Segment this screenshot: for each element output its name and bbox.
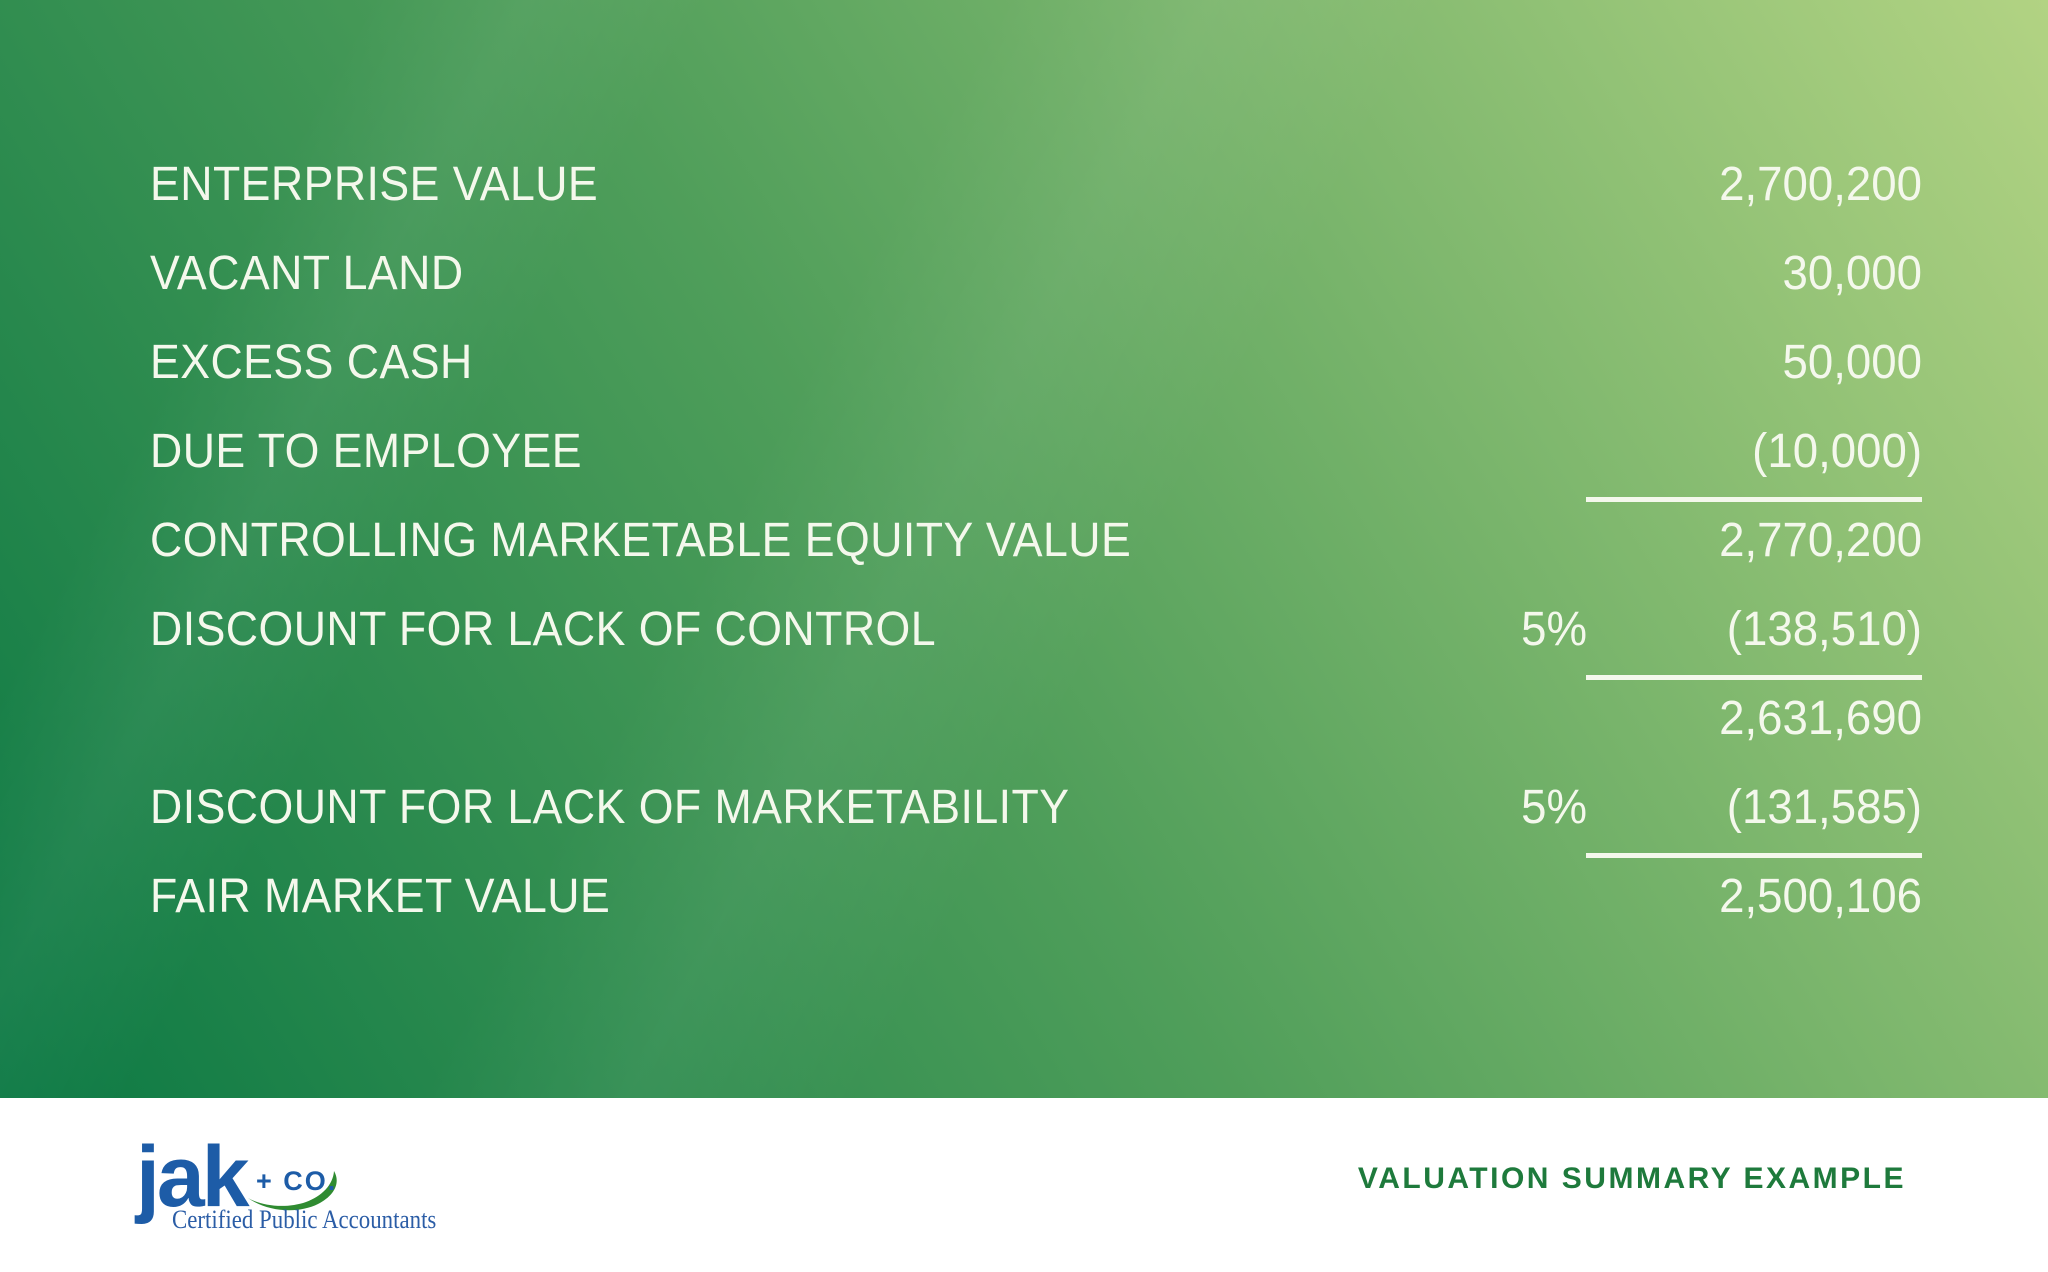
- row-label: VACANT LAND: [150, 247, 464, 300]
- row-percent: 5%: [1521, 781, 1587, 834]
- row-label: DUE TO EMPLOYEE: [150, 425, 583, 478]
- table-row: DISCOUNT FOR LACK OF MARKETABILITY 5% (1…: [150, 763, 1922, 858]
- footer-title: VALUATION SUMMARY EXAMPLE: [1357, 1162, 1906, 1195]
- row-value: 2,500,106: [1719, 870, 1922, 923]
- table-row: EXCESS CASH 50,000: [150, 318, 1922, 407]
- logo-tagline: Certified Public Accountants: [172, 1205, 437, 1234]
- table-row: DUE TO EMPLOYEE (10,000): [150, 407, 1922, 502]
- valuation-table: ENTERPRISE VALUE 2,700,200 VACANT LAND 3…: [150, 140, 1922, 941]
- row-label: DISCOUNT FOR LACK OF MARKETABILITY: [150, 781, 1070, 834]
- table-row: 2,631,690: [150, 674, 1922, 763]
- subtotal-underline: [1586, 853, 1922, 858]
- logo-wordmark: jak: [136, 1129, 250, 1225]
- row-value: 2,631,690: [1719, 692, 1922, 745]
- row-value: (10,000): [1752, 425, 1922, 478]
- table-row: CONTROLLING MARKETABLE EQUITY VALUE 2,77…: [150, 496, 1922, 585]
- row-label: ENTERPRISE VALUE: [150, 158, 599, 211]
- row-value: 30,000: [1782, 247, 1922, 300]
- row-label: EXCESS CASH: [150, 336, 473, 389]
- table-row: FAIR MARKET VALUE 2,500,106: [150, 852, 1922, 941]
- swoosh-icon: [248, 1171, 337, 1211]
- row-percent: 5%: [1521, 603, 1587, 656]
- row-value: 2,770,200: [1719, 514, 1922, 567]
- row-label: CONTROLLING MARKETABLE EQUITY VALUE: [150, 514, 1132, 567]
- subtotal-underline: [1586, 675, 1922, 680]
- green-gradient-background: [0, 0, 2048, 1098]
- footer-bar: [0, 1098, 2048, 1272]
- row-label: FAIR MARKET VALUE: [150, 870, 611, 923]
- table-row: DISCOUNT FOR LACK OF CONTROL 5% (138,510…: [150, 585, 1922, 680]
- row-value: (138,510): [1726, 603, 1922, 656]
- subtotal-underline: [1586, 497, 1922, 502]
- table-row: VACANT LAND 30,000: [150, 229, 1922, 318]
- row-value: 50,000: [1782, 336, 1922, 389]
- row-label: DISCOUNT FOR LACK OF CONTROL: [150, 603, 937, 656]
- logo-plus-co-label: + CO.: [256, 1166, 338, 1196]
- row-value: (131,585): [1726, 781, 1922, 834]
- row-value: 2,700,200: [1719, 158, 1922, 211]
- table-row: ENTERPRISE VALUE 2,700,200: [150, 140, 1922, 229]
